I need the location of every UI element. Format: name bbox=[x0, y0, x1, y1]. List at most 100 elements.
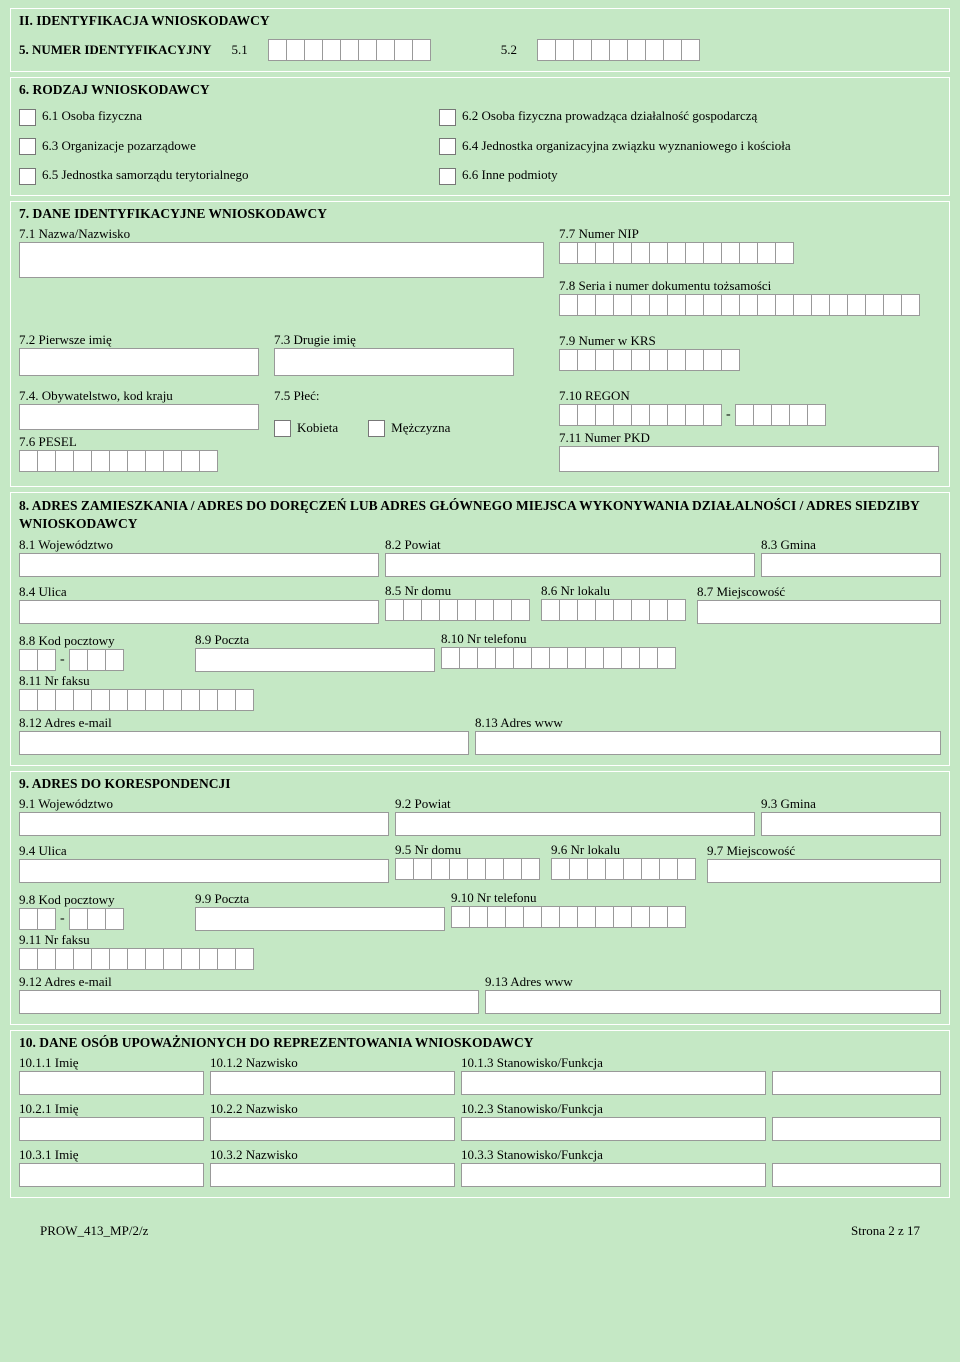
label-8-11: 8.11 Nr faksu bbox=[19, 673, 941, 689]
field-8-11[interactable] bbox=[19, 689, 254, 711]
field-8-6[interactable] bbox=[541, 599, 686, 621]
label-8-12: 8.12 Adres e-mail bbox=[19, 715, 469, 731]
label-7-11: 7.11 Numer PKD bbox=[559, 430, 939, 446]
checkbox-6-2[interactable] bbox=[439, 109, 456, 126]
section8-title: 8. ADRES ZAMIESZKANIA / ADRES DO DORĘCZE… bbox=[19, 497, 941, 533]
checkbox-6-1[interactable] bbox=[19, 109, 36, 126]
field-10-1-2[interactable] bbox=[210, 1071, 455, 1095]
field-9-6[interactable] bbox=[551, 858, 696, 880]
label-10-3-1: 10.3.1 Imię bbox=[19, 1147, 204, 1163]
field-9-9[interactable] bbox=[195, 907, 445, 931]
field-9-8b[interactable] bbox=[69, 908, 124, 930]
field-9-4[interactable] bbox=[19, 859, 389, 883]
field-9-7[interactable] bbox=[707, 859, 941, 883]
label-10-2-1: 10.2.1 Imię bbox=[19, 1101, 204, 1117]
postal-dash-8: - bbox=[56, 652, 69, 668]
section-7: 7. DANE IDENTYFIKACYJNE WNIOSKODAWCY 7.1… bbox=[10, 201, 950, 487]
field-10-3-4[interactable] bbox=[772, 1163, 941, 1187]
field-8-5[interactable] bbox=[385, 599, 530, 621]
field-7-8[interactable] bbox=[559, 294, 920, 316]
field-9-8a[interactable] bbox=[19, 908, 56, 930]
field-8-9[interactable] bbox=[195, 648, 435, 672]
field-8-4[interactable] bbox=[19, 600, 379, 624]
label-8-8: 8.8 Kod pocztowy bbox=[19, 633, 189, 649]
field-7-10a[interactable] bbox=[559, 404, 722, 426]
label-8-3: 8.3 Gmina bbox=[761, 537, 941, 553]
field-8-10[interactable] bbox=[441, 647, 676, 669]
field-7-10b[interactable] bbox=[735, 404, 826, 426]
field-10-1-4[interactable] bbox=[772, 1071, 941, 1095]
field-10-2-2[interactable] bbox=[210, 1117, 455, 1141]
field-7-11[interactable] bbox=[559, 446, 939, 472]
field-10-3-3[interactable] bbox=[461, 1163, 766, 1187]
label-10-1-1: 10.1.1 Imię bbox=[19, 1055, 204, 1071]
checkbox-6-3[interactable] bbox=[19, 138, 36, 155]
field-9-5[interactable] bbox=[395, 858, 540, 880]
section-10: 10. DANE OSÓB UPOWAŻNIONYCH DO REPREZENT… bbox=[10, 1030, 950, 1198]
field-9-10[interactable] bbox=[451, 906, 686, 928]
label-kobieta: Kobieta bbox=[297, 420, 338, 436]
field-9-3[interactable] bbox=[761, 812, 941, 836]
label-7-8: 7.8 Seria i numer dokumentu tożsamości bbox=[559, 278, 920, 294]
checkbox-mezczyzna[interactable] bbox=[368, 420, 385, 437]
field-8-3[interactable] bbox=[761, 553, 941, 577]
field-10-3-1[interactable] bbox=[19, 1163, 204, 1187]
label-10-2-3: 10.2.3 Stanowisko/Funkcja bbox=[461, 1101, 766, 1117]
field-10-2-3[interactable] bbox=[461, 1117, 766, 1141]
label-7-10: 7.10 REGON bbox=[559, 388, 939, 404]
field-8-12[interactable] bbox=[19, 731, 469, 755]
field-10-2-4[interactable] bbox=[772, 1117, 941, 1141]
field-7-1[interactable] bbox=[19, 242, 544, 278]
field-8-8a[interactable] bbox=[19, 649, 56, 671]
label-6-1: 6.1 Osoba fizyczna bbox=[42, 108, 142, 123]
label-8-10: 8.10 Nr telefonu bbox=[441, 631, 701, 647]
label-10-1-2: 10.1.2 Nazwisko bbox=[210, 1055, 455, 1071]
field-7-7[interactable] bbox=[559, 242, 794, 264]
label-9-8: 9.8 Kod pocztowy bbox=[19, 892, 189, 908]
label-9-13: 9.13 Adres www bbox=[485, 974, 941, 990]
label-9-5: 9.5 Nr domu bbox=[395, 842, 545, 858]
checkbox-6-5[interactable] bbox=[19, 168, 36, 185]
label-10-3-2: 10.3.2 Nazwisko bbox=[210, 1147, 455, 1163]
field-9-11[interactable] bbox=[19, 948, 254, 970]
field-7-3[interactable] bbox=[274, 348, 514, 376]
section-6: 6. RODZAJ WNIOSKODAWCY 6.1 Osoba fizyczn… bbox=[10, 77, 950, 196]
label-6-2: 6.2 Osoba fizyczna prowadząca działalnoś… bbox=[462, 108, 757, 123]
field-8-2[interactable] bbox=[385, 553, 755, 577]
checkbox-kobieta[interactable] bbox=[274, 420, 291, 437]
footer-right: Strona 2 z 17 bbox=[851, 1223, 920, 1239]
label-8-6: 8.6 Nr lokalu bbox=[541, 583, 691, 599]
label-7-2: 7.2 Pierwsze imię bbox=[19, 332, 259, 348]
page-footer: PROW_413_MP/2/z Strona 2 z 17 bbox=[10, 1203, 950, 1239]
section10-title: 10. DANE OSÓB UPOWAŻNIONYCH DO REPREZENT… bbox=[19, 1035, 941, 1051]
field-8-13[interactable] bbox=[475, 731, 941, 755]
label-8-5: 8.5 Nr domu bbox=[385, 583, 535, 599]
label-9-1: 9.1 Województwo bbox=[19, 796, 389, 812]
field-8-8b[interactable] bbox=[69, 649, 124, 671]
field-7-2[interactable] bbox=[19, 348, 259, 376]
field-10-3-2[interactable] bbox=[210, 1163, 455, 1187]
checkbox-6-4[interactable] bbox=[439, 138, 456, 155]
field-5-2[interactable] bbox=[537, 39, 700, 61]
field-10-1-1[interactable] bbox=[19, 1071, 204, 1095]
field-9-1[interactable] bbox=[19, 812, 389, 836]
field-7-4[interactable] bbox=[19, 404, 259, 430]
field-7-9[interactable] bbox=[559, 349, 740, 371]
label-8-2: 8.2 Powiat bbox=[385, 537, 755, 553]
field-9-13[interactable] bbox=[485, 990, 941, 1014]
field-10-2-1[interactable] bbox=[19, 1117, 204, 1141]
checkbox-6-6[interactable] bbox=[439, 168, 456, 185]
label-9-11: 9.11 Nr faksu bbox=[19, 932, 941, 948]
field-9-12[interactable] bbox=[19, 990, 479, 1014]
field-5-1[interactable] bbox=[268, 39, 431, 61]
label-7-5: 7.5 Płeć: bbox=[274, 388, 534, 404]
field-10-1-3[interactable] bbox=[461, 1071, 766, 1095]
field-8-7[interactable] bbox=[697, 600, 941, 624]
field-8-1[interactable] bbox=[19, 553, 379, 577]
footer-left: PROW_413_MP/2/z bbox=[40, 1223, 148, 1239]
field-9-2[interactable] bbox=[395, 812, 755, 836]
label-7-3: 7.3 Drugie imię bbox=[274, 332, 514, 348]
label-9-6: 9.6 Nr lokalu bbox=[551, 842, 701, 858]
label-6-3: 6.3 Organizacje pozarządowe bbox=[42, 138, 196, 153]
field-7-6[interactable] bbox=[19, 450, 218, 472]
